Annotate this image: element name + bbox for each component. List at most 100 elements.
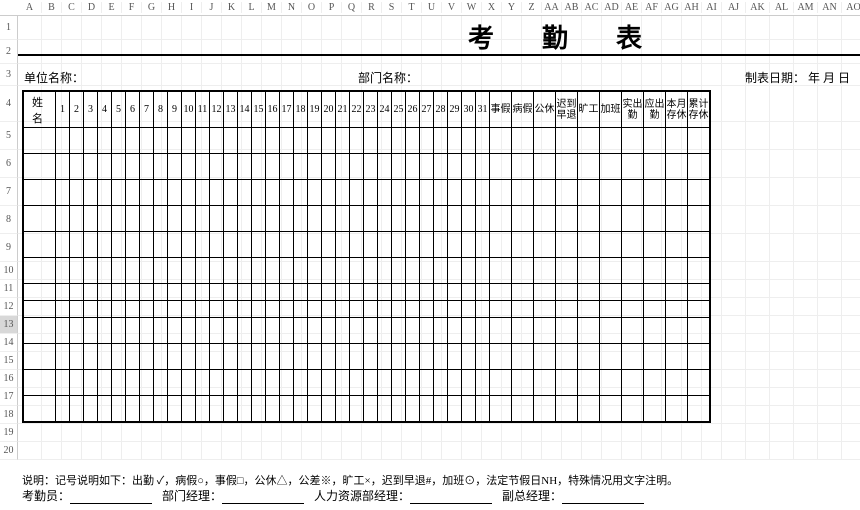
cell[interactable] <box>578 206 600 232</box>
col-header-AK[interactable]: AK <box>746 2 770 13</box>
row-header-6[interactable]: 6 <box>0 150 18 178</box>
cell[interactable] <box>622 284 644 301</box>
cell[interactable] <box>476 232 490 258</box>
cell[interactable] <box>24 258 56 284</box>
cell[interactable] <box>84 284 98 301</box>
cell[interactable] <box>98 396 112 422</box>
cell[interactable] <box>140 232 154 258</box>
cell[interactable] <box>420 154 434 180</box>
cell[interactable] <box>266 232 280 258</box>
cell[interactable] <box>336 301 350 318</box>
cell[interactable] <box>378 206 392 232</box>
col-header-M[interactable]: M <box>262 2 282 13</box>
cell[interactable] <box>98 206 112 232</box>
cell[interactable] <box>600 344 622 370</box>
cell[interactable] <box>238 396 252 422</box>
col-header-O[interactable]: O <box>302 2 322 13</box>
cell[interactable] <box>644 301 666 318</box>
cell[interactable] <box>98 180 112 206</box>
cell[interactable] <box>534 232 556 258</box>
cell[interactable] <box>350 206 364 232</box>
cell[interactable] <box>210 370 224 396</box>
cell[interactable] <box>294 396 308 422</box>
cell[interactable] <box>308 206 322 232</box>
cell[interactable] <box>280 396 294 422</box>
cell[interactable] <box>266 318 280 344</box>
cell[interactable] <box>126 128 140 154</box>
cell[interactable] <box>210 318 224 344</box>
cell[interactable] <box>140 154 154 180</box>
cell[interactable] <box>70 318 84 344</box>
row-header-17[interactable]: 17 <box>0 388 18 406</box>
col-header-P[interactable]: P <box>322 2 342 13</box>
cell[interactable] <box>462 301 476 318</box>
cell[interactable] <box>24 370 56 396</box>
table-row[interactable] <box>24 258 710 284</box>
cell[interactable] <box>350 258 364 284</box>
cell[interactable] <box>308 318 322 344</box>
cell[interactable] <box>112 232 126 258</box>
cell[interactable] <box>126 370 140 396</box>
cell[interactable] <box>688 232 710 258</box>
cell[interactable] <box>182 344 196 370</box>
cell[interactable] <box>126 258 140 284</box>
cell[interactable] <box>336 396 350 422</box>
cell[interactable] <box>420 284 434 301</box>
cell[interactable] <box>56 180 70 206</box>
cell[interactable] <box>112 318 126 344</box>
cell[interactable] <box>252 284 266 301</box>
cell[interactable] <box>238 154 252 180</box>
cell[interactable] <box>406 206 420 232</box>
row-header-1[interactable]: 1 <box>0 16 18 40</box>
cell[interactable] <box>84 344 98 370</box>
cell[interactable] <box>378 284 392 301</box>
cell[interactable] <box>476 180 490 206</box>
cell[interactable] <box>490 128 512 154</box>
cell[interactable] <box>126 301 140 318</box>
cell[interactable] <box>406 344 420 370</box>
cell[interactable] <box>490 318 512 344</box>
cell[interactable] <box>448 180 462 206</box>
cell[interactable] <box>322 154 336 180</box>
cell[interactable] <box>294 154 308 180</box>
cell[interactable] <box>252 128 266 154</box>
cell[interactable] <box>462 258 476 284</box>
cell[interactable] <box>140 180 154 206</box>
cell[interactable] <box>578 128 600 154</box>
cell[interactable] <box>392 128 406 154</box>
cell[interactable] <box>210 396 224 422</box>
cell[interactable] <box>112 206 126 232</box>
cell[interactable] <box>182 206 196 232</box>
cell[interactable] <box>490 396 512 422</box>
cell[interactable] <box>238 232 252 258</box>
cell[interactable] <box>210 206 224 232</box>
cell[interactable] <box>622 232 644 258</box>
cell[interactable] <box>322 344 336 370</box>
cell[interactable] <box>336 180 350 206</box>
cell[interactable] <box>644 396 666 422</box>
cell[interactable] <box>154 180 168 206</box>
cell[interactable] <box>644 344 666 370</box>
cell[interactable] <box>476 301 490 318</box>
cell[interactable] <box>420 301 434 318</box>
cell[interactable] <box>406 258 420 284</box>
cell[interactable] <box>308 284 322 301</box>
cell[interactable] <box>168 128 182 154</box>
cell[interactable] <box>448 301 462 318</box>
col-header-G[interactable]: G <box>142 2 162 13</box>
cell[interactable] <box>182 180 196 206</box>
cell[interactable] <box>56 154 70 180</box>
cell[interactable] <box>56 128 70 154</box>
col-header-AC[interactable]: AC <box>582 2 602 13</box>
cell[interactable] <box>534 128 556 154</box>
cell[interactable] <box>378 370 392 396</box>
cell[interactable] <box>512 258 534 284</box>
cell[interactable] <box>420 128 434 154</box>
col-header-J[interactable]: J <box>202 2 222 13</box>
cell[interactable] <box>252 206 266 232</box>
col-header-I[interactable]: I <box>182 2 202 13</box>
cell[interactable] <box>490 232 512 258</box>
cell[interactable] <box>556 396 578 422</box>
cell[interactable] <box>70 344 84 370</box>
col-header-S[interactable]: S <box>382 2 402 13</box>
